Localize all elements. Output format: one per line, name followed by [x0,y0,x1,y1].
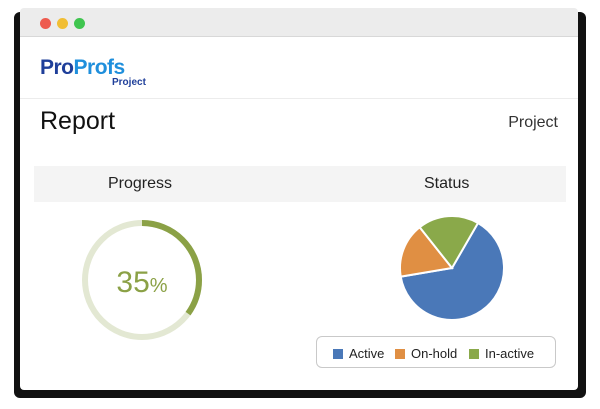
logo-wordmark: ProProfs [40,56,125,80]
legend-item-in-active: In-active [469,346,534,361]
pie-slice-in-active [418,215,480,270]
legend-swatch-in-active [469,349,479,359]
legend-item-on-hold: On-hold [395,346,457,361]
progress-ring-fill [82,220,202,340]
status-legend: Active On-hold In-active [316,336,556,368]
app-window: ProProfs Project Report Project Progress… [20,8,578,390]
project-link[interactable]: Project [508,114,558,131]
progress-ring [82,220,202,340]
status-pie-chart [399,215,505,321]
legend-label-active: Active [349,346,385,361]
progress-value: 35% [80,266,204,300]
progress-section-label: Progress [108,175,173,192]
legend-label-in-active: In-active [485,346,535,361]
legend-label-on-hold: On-hold [411,346,458,361]
logo-pro-text: Pro [40,56,74,79]
section-header-band [34,166,566,202]
window-titlebar [20,8,578,37]
page-title: Report [40,107,116,135]
progress-value-unit: % [149,275,168,297]
maximize-window-button[interactable] [74,18,85,29]
pie-slice-active [399,221,505,321]
logo-product-text: Project [112,77,146,88]
proprofs-project-logo[interactable]: ProProfs Project [40,56,150,90]
pie-slice-on-hold [399,225,454,278]
progress-value-number: 35 [116,266,150,299]
header-divider [20,98,578,99]
minimize-window-button[interactable] [57,18,68,29]
close-window-button[interactable] [40,18,51,29]
legend-swatch-active [333,349,343,359]
legend-swatch-on-hold [395,349,405,359]
legend-item-active: Active [333,346,384,361]
logo-profs-text: Profs [73,56,126,79]
status-section-label: Status [424,175,470,192]
